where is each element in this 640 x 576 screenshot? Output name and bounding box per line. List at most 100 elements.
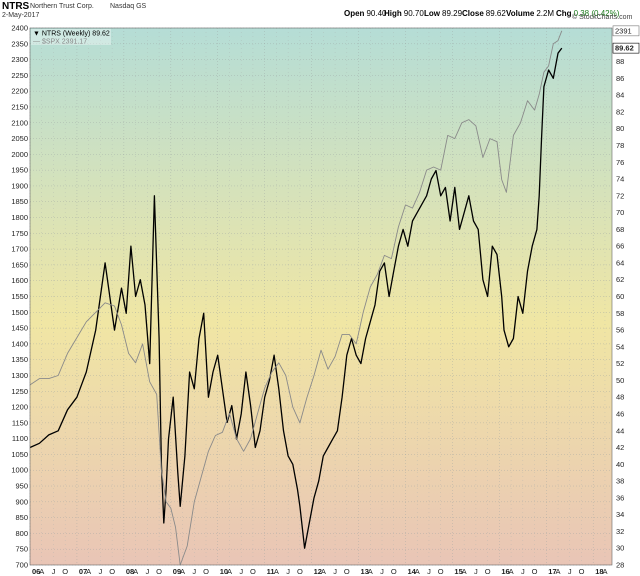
month-tick-label: J xyxy=(521,567,525,576)
left-tick-label: 1800 xyxy=(11,213,28,222)
right-tick-label: 80 xyxy=(616,124,624,133)
month-tick-label: A xyxy=(180,567,185,576)
quote-date: 2-May-2017 xyxy=(2,12,40,19)
left-tick-label: 1000 xyxy=(11,466,28,475)
right-tick-label: 84 xyxy=(616,91,624,100)
left-tick-label: 1700 xyxy=(11,245,28,254)
left-tick-label: 700 xyxy=(15,561,28,570)
high-quote: High 90.70 xyxy=(384,9,424,18)
volume-quote: Volume 2.2M xyxy=(506,9,555,18)
year-tick-label: 12 xyxy=(314,567,322,576)
month-tick-label: J xyxy=(239,567,243,576)
month-tick-label: O xyxy=(250,567,256,576)
month-tick-label: O xyxy=(579,567,585,576)
right-tick-label: 44 xyxy=(616,426,624,435)
right-tick-label: 52 xyxy=(616,359,624,368)
right-tick-label: 38 xyxy=(616,477,624,486)
spx-last-label: 2391 xyxy=(615,26,632,35)
month-tick-label: J xyxy=(427,567,431,576)
legend-entry: ▼ NTRS (Weekly) 89.62 xyxy=(33,31,110,38)
right-tick-label: 82 xyxy=(616,107,624,116)
right-tick-label: 58 xyxy=(616,309,624,318)
right-tick-label: 42 xyxy=(616,443,624,452)
exchange-name: Nasdaq GS xyxy=(110,3,147,10)
right-tick-label: 34 xyxy=(616,510,624,519)
ticker-symbol: NTRS xyxy=(2,1,30,12)
right-tick-label: 56 xyxy=(616,326,624,335)
month-tick-label: O xyxy=(532,567,538,576)
right-tick-label: 28 xyxy=(616,561,624,570)
month-tick-label: A xyxy=(509,567,514,576)
right-tick-label: 36 xyxy=(616,493,624,502)
right-tick-label: 66 xyxy=(616,242,624,251)
year-tick-label: 16 xyxy=(501,567,509,576)
year-tick-label: 06 xyxy=(32,567,40,576)
left-tick-label: 1350 xyxy=(11,355,28,364)
right-tick-label: 50 xyxy=(616,376,624,385)
stockcharts-brand: © StockCharts.com xyxy=(572,14,633,21)
month-tick-label: O xyxy=(344,567,350,576)
month-tick-label: J xyxy=(474,567,478,576)
month-tick-label: A xyxy=(133,567,138,576)
left-tick-label: 900 xyxy=(15,497,28,506)
left-tick-label: 1550 xyxy=(11,292,28,301)
ntrs-last-label: 89.62 xyxy=(615,44,634,53)
month-tick-label: O xyxy=(156,567,162,576)
month-tick-label: O xyxy=(438,567,444,576)
right-tick-label: 78 xyxy=(616,141,624,150)
month-tick-label: A xyxy=(556,567,561,576)
left-tick-label: 1600 xyxy=(11,276,28,285)
legend: ▼ NTRS (Weekly) 89.62— $SPX 2391.17 xyxy=(31,29,111,46)
month-tick-label: A xyxy=(462,567,467,576)
left-tick-label: 2200 xyxy=(11,87,28,96)
left-tick-label: 1150 xyxy=(12,418,28,427)
month-tick-label: A xyxy=(415,567,420,576)
left-tick-label: 2000 xyxy=(11,150,28,159)
left-tick-label: 1950 xyxy=(11,166,28,175)
grid-lines xyxy=(29,27,612,566)
ntrs-line xyxy=(29,47,563,549)
chart-header: NTRS Northern Trust Corp. Nasdaq GS 2-Ma… xyxy=(0,0,640,24)
left-tick-label: 1300 xyxy=(11,371,28,380)
month-tick-label: J xyxy=(192,567,196,576)
month-tick-label: A xyxy=(602,567,607,576)
left-tick-label: 2400 xyxy=(11,24,28,33)
close-quote: Close 89.62 xyxy=(462,9,506,18)
left-tick-label: 1250 xyxy=(11,387,28,396)
change-quote: Chg 0.38 (0.42%) xyxy=(556,9,620,18)
month-tick-label: J xyxy=(333,567,337,576)
year-tick-label: 10 xyxy=(220,567,228,576)
right-tick-label: 32 xyxy=(616,527,624,536)
x-axis: 06A J O 07A J O 08A J O 09A J O 10A J O 11 A J O 12A J O 13A J O… xyxy=(32,567,607,576)
left-tick-label: 1050 xyxy=(11,450,28,459)
right-tick-label: 88 xyxy=(616,57,624,66)
left-tick-label: 2350 xyxy=(11,39,28,48)
right-tick-label: 70 xyxy=(616,208,624,217)
right-tick-label: 74 xyxy=(616,175,624,184)
company-name: Northern Trust Corp. xyxy=(30,3,94,10)
right-tick-label: 68 xyxy=(616,225,624,234)
left-tick-label: 1750 xyxy=(11,229,28,238)
legend-backdrop xyxy=(31,37,111,45)
right-tick-label: 54 xyxy=(616,342,624,351)
left-tick-label: 950 xyxy=(15,482,28,491)
left-axis: 700 750 800 850 900 950 1000 1050 1100 1150 1200 12… xyxy=(11,24,28,570)
left-tick-label: 850 xyxy=(15,513,28,522)
right-tick-label: 60 xyxy=(616,292,624,301)
year-tick-label: 11 xyxy=(267,567,275,576)
right-tick-label: 46 xyxy=(616,409,624,418)
legend-backdrop xyxy=(31,29,111,37)
month-tick-label: A xyxy=(274,567,279,576)
last-value-labels: 2391 89.62 xyxy=(612,25,640,54)
right-tick-label: 48 xyxy=(616,393,624,402)
month-tick-label: A xyxy=(227,567,232,576)
ntrs-last-box xyxy=(612,42,640,54)
year-tick-label: 09 xyxy=(173,567,181,576)
spx-line xyxy=(29,30,563,566)
year-tick-label: 17 xyxy=(548,567,556,576)
month-tick-label: O xyxy=(203,567,209,576)
open-quote: Open 90.40 xyxy=(344,9,387,18)
right-tick-label: 76 xyxy=(616,158,624,167)
month-tick-label: J xyxy=(568,567,572,576)
